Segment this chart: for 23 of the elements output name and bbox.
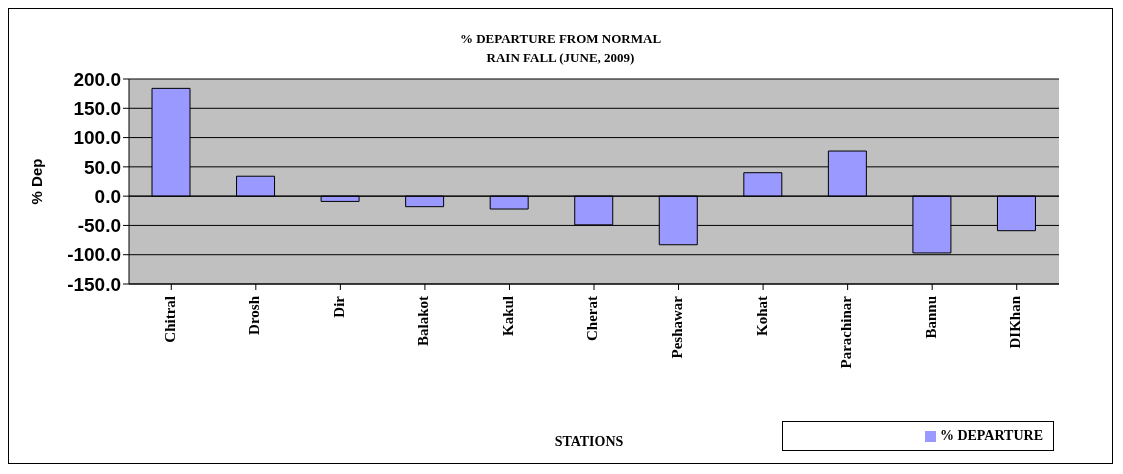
y-tick-label: -50.0 bbox=[77, 215, 121, 237]
x-tick-label: Drosh bbox=[246, 295, 263, 335]
y-tick-label: 100.0 bbox=[73, 127, 121, 149]
x-axis-title: STATIONS bbox=[554, 434, 624, 449]
y-tick-label: 200.0 bbox=[73, 68, 121, 90]
legend-label: % DEPARTURE bbox=[939, 428, 1043, 443]
y-tick-label: 150.0 bbox=[73, 98, 121, 120]
x-tick-label: Bannu bbox=[922, 296, 939, 339]
y-tick-label: 0.0 bbox=[94, 185, 121, 207]
y-axis-title: % Dep bbox=[28, 158, 46, 205]
x-tick-label: Parachinar bbox=[838, 295, 855, 369]
x-tick-label: Peshawar bbox=[668, 295, 685, 359]
x-tick-label: Kakul bbox=[499, 296, 516, 337]
chart-title: % DEPARTURE FROM NORMAL RAIN FALL (JUNE, 2009) bbox=[458, 30, 663, 67]
y-tick-label: -150.0 bbox=[67, 273, 121, 295]
y-tick-label: 50.0 bbox=[84, 156, 121, 178]
x-tick-label: Dir bbox=[330, 295, 347, 318]
y-tick-label: -100.0 bbox=[67, 244, 121, 266]
x-tick-label: Cherat bbox=[584, 296, 601, 341]
x-tick-label: Kohat bbox=[753, 296, 770, 337]
x-tick-label: Chitral bbox=[161, 296, 178, 343]
x-tick-label: Balakot bbox=[415, 296, 432, 347]
x-tick-label: DIKhan bbox=[1007, 295, 1024, 349]
